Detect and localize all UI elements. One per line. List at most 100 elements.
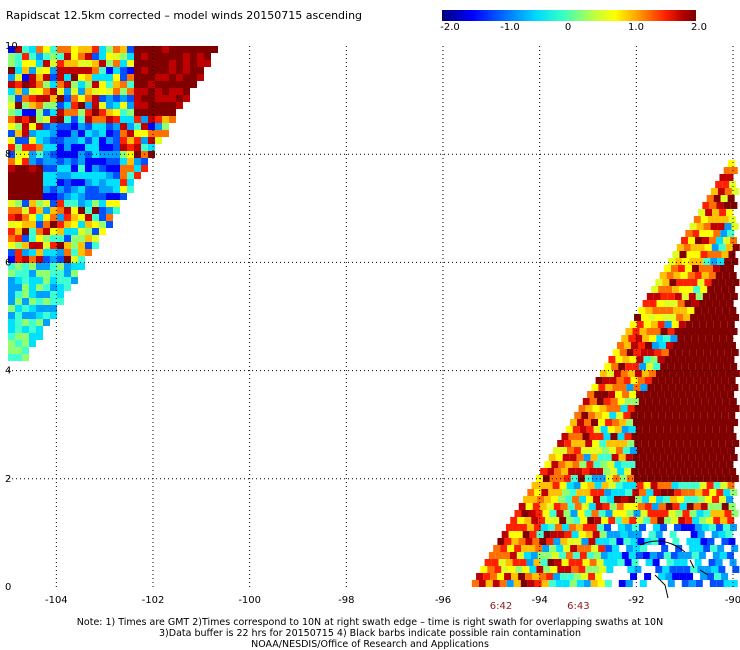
swath-cell xyxy=(36,263,43,270)
swath-cell xyxy=(639,489,647,496)
swath-cell xyxy=(540,524,548,531)
swath-cell xyxy=(651,342,659,349)
swath-cell xyxy=(615,391,623,398)
swath-cell xyxy=(678,391,686,398)
swath-cell xyxy=(573,482,581,489)
swath-cell xyxy=(106,67,113,74)
swath-cell xyxy=(183,53,190,60)
swath-cell xyxy=(643,447,651,454)
swath-cell xyxy=(99,221,106,228)
swath-cell xyxy=(730,202,738,209)
swath-cell xyxy=(726,426,734,433)
swath-cell xyxy=(700,216,708,223)
swath-cell xyxy=(50,74,57,81)
swath-cell xyxy=(78,193,85,200)
swath-cell xyxy=(699,321,707,328)
swath-cell xyxy=(36,214,43,221)
swath-cell xyxy=(647,384,655,391)
swath-cell xyxy=(721,538,729,545)
swath-cell xyxy=(99,60,106,67)
swath-cell xyxy=(686,412,694,419)
swath-cell xyxy=(670,265,678,272)
swath-cell xyxy=(127,102,134,109)
swath-cell xyxy=(106,200,113,207)
swath-cell xyxy=(682,258,690,265)
swath-cell xyxy=(113,53,120,60)
swath-cell xyxy=(500,545,508,552)
swath-cell xyxy=(64,102,71,109)
swath-cell xyxy=(706,356,714,363)
swath-cell xyxy=(670,496,678,503)
swath-cell xyxy=(64,81,71,88)
swath-cell xyxy=(106,137,113,144)
swath-cell xyxy=(703,349,711,356)
swath-cell xyxy=(162,81,169,88)
swath-cell xyxy=(589,468,597,475)
swath-cell xyxy=(113,144,120,151)
swath-cell xyxy=(627,405,635,412)
swath-cell xyxy=(649,552,657,559)
swath-cell xyxy=(699,447,707,454)
swath-cell xyxy=(8,144,15,151)
swath-cell xyxy=(8,102,15,109)
swath-cell xyxy=(714,377,722,384)
swath-cell xyxy=(729,433,737,440)
swath-cell xyxy=(64,270,71,277)
swath-cell xyxy=(640,545,648,552)
swath-cell xyxy=(713,447,721,454)
swath-cell xyxy=(684,300,692,307)
swath-cell xyxy=(608,391,616,398)
swath-cell xyxy=(471,580,479,587)
swath-cell xyxy=(726,461,734,468)
swath-cell xyxy=(598,419,606,426)
colorbar-tick-label: 2.0 xyxy=(691,22,707,33)
swath-cell xyxy=(57,235,64,242)
swath-cell xyxy=(15,179,22,186)
swath-cell xyxy=(687,272,695,279)
swath-cell xyxy=(36,305,43,312)
swath-cell xyxy=(57,60,64,67)
swath-cell xyxy=(584,510,592,517)
swath-cell xyxy=(664,321,672,328)
swath-cell xyxy=(729,524,737,531)
swath-cell xyxy=(134,151,141,158)
swath-cell xyxy=(669,279,677,286)
swath-cell xyxy=(665,503,673,510)
note-line-3: NOAA/NESDIS/Office of Research and Appli… xyxy=(251,639,489,650)
swath-cell xyxy=(22,46,29,53)
swath-cell xyxy=(695,454,703,461)
swath-cell xyxy=(106,60,113,67)
swath-cell xyxy=(619,419,627,426)
swath-cell xyxy=(22,207,29,214)
swath-cell xyxy=(78,88,85,95)
swath-cell xyxy=(727,195,735,202)
swath-cell xyxy=(696,384,704,391)
swath-cell xyxy=(36,53,43,60)
swath-cell xyxy=(645,307,653,314)
swath-cell xyxy=(693,251,701,258)
swath-cell xyxy=(29,193,36,200)
swath-cell xyxy=(92,46,99,53)
swath-cell xyxy=(134,81,141,88)
swath-cell xyxy=(619,384,627,391)
swath-cell xyxy=(504,573,512,580)
swath-cell xyxy=(517,517,525,524)
swath-cell xyxy=(57,186,64,193)
swath-cell xyxy=(106,193,113,200)
swath-cell xyxy=(623,538,631,545)
swath-cell xyxy=(106,81,113,88)
swath-cell xyxy=(624,559,632,566)
swath-cell xyxy=(22,256,29,263)
swath-cell xyxy=(36,46,43,53)
swath-cell xyxy=(8,207,15,214)
swath-cell xyxy=(169,102,176,109)
swath-cell xyxy=(543,566,551,573)
swath-cell xyxy=(720,447,728,454)
swath-cell xyxy=(555,489,563,496)
swath-cell xyxy=(713,517,721,524)
swath-cell xyxy=(684,265,692,272)
swath-cell xyxy=(728,216,736,223)
swath-cell xyxy=(726,300,734,307)
swath-cell xyxy=(85,207,92,214)
swath-cell xyxy=(630,573,638,580)
